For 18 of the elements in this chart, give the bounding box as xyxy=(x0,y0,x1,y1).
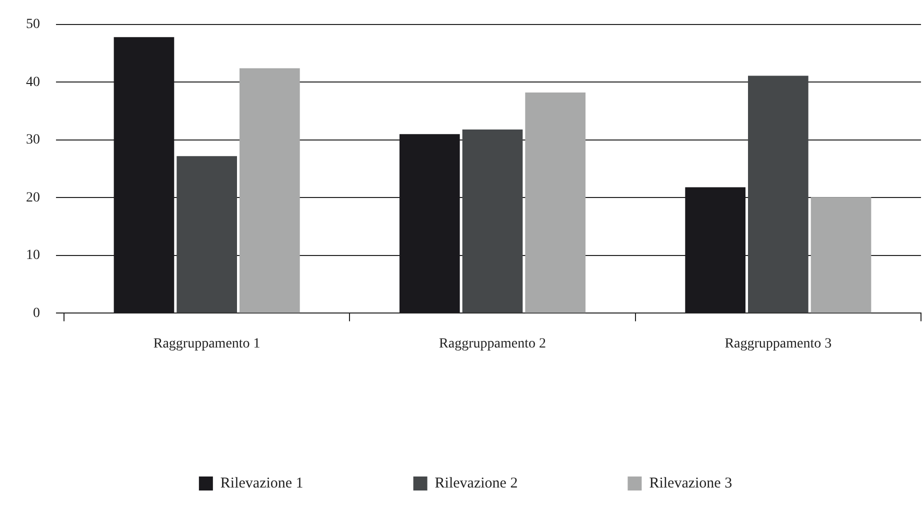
x-tick-label: Raggruppamento 2 xyxy=(439,336,546,352)
bar xyxy=(462,130,523,313)
bar xyxy=(176,156,237,313)
bar xyxy=(810,197,872,313)
legend-label: Rilevazione 2 xyxy=(434,475,518,492)
y-tick-label: 30 xyxy=(26,132,40,148)
y-tick-label: 20 xyxy=(26,190,40,206)
y-tick-label: 10 xyxy=(26,248,40,264)
x-tick-label: Raggruppamento 3 xyxy=(724,336,832,352)
legend-label: Rilevazione 1 xyxy=(220,475,304,492)
legend-label: Rilevazione 3 xyxy=(649,475,732,492)
bar xyxy=(240,68,300,313)
x-tick-label: Raggruppamento 1 xyxy=(153,336,260,352)
y-tick-label: 0 xyxy=(33,306,40,321)
y-tick-label: 40 xyxy=(26,74,40,90)
bar xyxy=(748,76,808,313)
y-tick-label: 50 xyxy=(26,17,40,32)
bar xyxy=(525,92,586,313)
